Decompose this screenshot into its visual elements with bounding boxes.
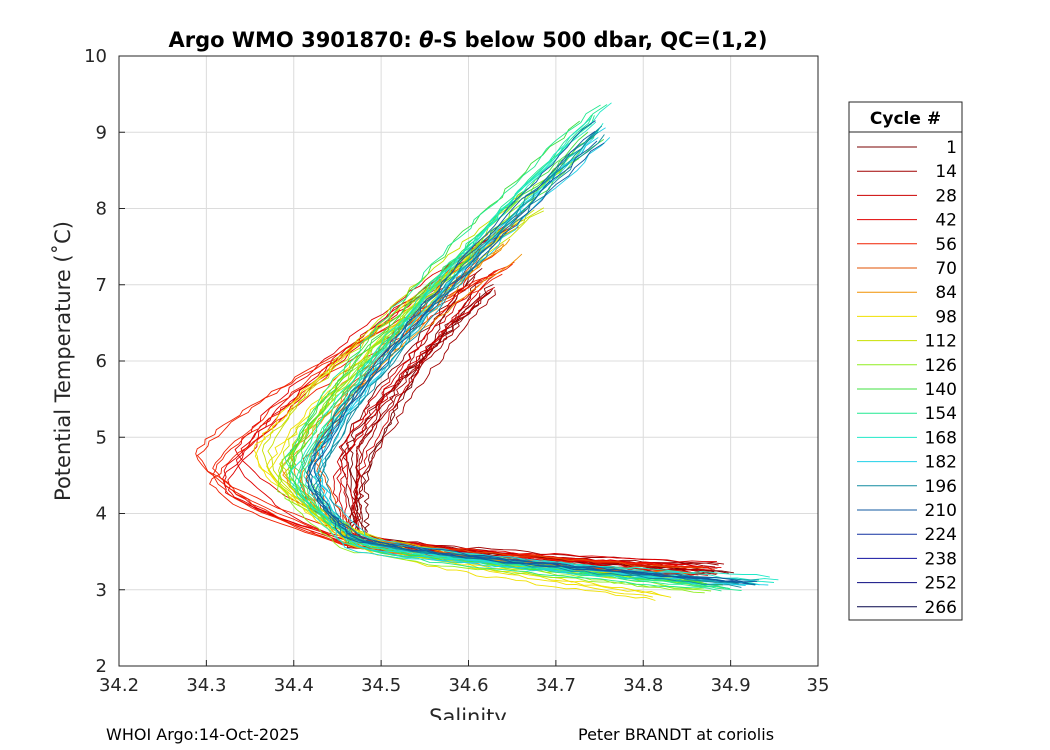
legend-label-140: 140 bbox=[925, 380, 957, 400]
legend-label-98: 98 bbox=[935, 307, 957, 327]
x-tick-label: 34.3 bbox=[186, 675, 226, 696]
y-tick-label: 6 bbox=[96, 351, 107, 372]
x-tick-label: 35 bbox=[807, 675, 830, 696]
y-tick-label: 3 bbox=[96, 580, 107, 601]
legend-label-252: 252 bbox=[925, 574, 957, 594]
footer-credit: Peter BRANDT at coriolis bbox=[578, 725, 775, 744]
legend-label-70: 70 bbox=[935, 259, 957, 279]
legend-label-266: 266 bbox=[925, 598, 957, 618]
y-tick-label: 5 bbox=[96, 427, 107, 448]
legend-label-238: 238 bbox=[925, 549, 957, 569]
profile-line-cycle-154 bbox=[297, 104, 722, 592]
legend-label-126: 126 bbox=[925, 356, 957, 376]
legend-label-210: 210 bbox=[925, 501, 957, 521]
profile-line-cycle-98 bbox=[266, 218, 672, 598]
y-tick-label: 9 bbox=[96, 122, 107, 143]
chart-title-suffix: -S below 500 dbar, QC=(1,2) bbox=[434, 28, 768, 52]
legend-label-196: 196 bbox=[925, 477, 957, 497]
y-tick-label: 2 bbox=[96, 656, 107, 677]
profile-line-cycle-210 bbox=[306, 142, 758, 583]
profile-line-cycle-42 bbox=[227, 219, 717, 563]
profile-line-cycle-14 bbox=[348, 292, 701, 569]
profile-line-cycle-168 bbox=[297, 117, 770, 578]
x-tick-label: 34.8 bbox=[623, 675, 663, 696]
legend-label-14: 14 bbox=[935, 162, 957, 182]
y-tick-label: 8 bbox=[96, 199, 107, 220]
x-tick-labels: 34.2 34.3 34.4 34.5 34.6 34.7 34.8 34.9 35 bbox=[99, 675, 829, 696]
footer-source: WHOI Argo:14-Oct-2025 bbox=[106, 725, 300, 744]
profile-line-cycle-196 bbox=[312, 134, 759, 581]
y-tick-label: 7 bbox=[96, 275, 107, 296]
profile-line-cycle-84 bbox=[280, 253, 704, 581]
x-tick-label: 34.9 bbox=[711, 675, 751, 696]
legend-box bbox=[848, 101, 963, 621]
chart-title-prefix: Argo WMO 3901870: bbox=[168, 28, 419, 52]
theta-s-chart: Argo WMO 3901870: θ-S below 500 dbar, QC… bbox=[51, 28, 963, 720]
legend-label-42: 42 bbox=[935, 211, 957, 231]
legend-label-182: 182 bbox=[925, 453, 957, 473]
legend: Cycle # 1 14 28 42 56 70 84 98 112 126 140 154 168 18… bbox=[848, 101, 963, 621]
y-tick-labels: 2 3 4 5 6 7 8 9 10 bbox=[84, 46, 107, 677]
y-tick-label: 4 bbox=[96, 504, 107, 525]
x-tick-label: 34.2 bbox=[99, 675, 139, 696]
legend-label-112: 112 bbox=[925, 332, 957, 352]
legend-label-28: 28 bbox=[935, 186, 957, 206]
profile-line-cycle-168 bbox=[303, 122, 760, 586]
profile-lines bbox=[195, 102, 779, 601]
profile-line-cycle-182 bbox=[312, 127, 746, 587]
legend-label-224: 224 bbox=[925, 525, 957, 545]
profile-line-cycle-196 bbox=[322, 131, 742, 588]
y-tick-label: 10 bbox=[84, 46, 107, 67]
legend-label-1: 1 bbox=[946, 138, 957, 158]
x-tick-label: 34.6 bbox=[448, 675, 488, 696]
legend-label-154: 154 bbox=[925, 404, 957, 424]
x-tick-label: 34.5 bbox=[361, 675, 401, 696]
legend-label-56: 56 bbox=[935, 235, 957, 255]
profile-line-cycle-210 bbox=[307, 131, 749, 584]
y-axis-label: Potential Temperature (˚C) bbox=[51, 221, 75, 501]
plot-frame bbox=[118, 55, 819, 667]
profile-line-cycle-56 bbox=[209, 273, 709, 568]
x-tick-label: 34.7 bbox=[536, 675, 576, 696]
chart-title: Argo WMO 3901870: θ-S below 500 dbar, QC… bbox=[168, 28, 767, 52]
legend-title: Cycle # bbox=[870, 109, 941, 129]
x-tick-label: 34.4 bbox=[274, 675, 314, 696]
chart-title-theta: θ bbox=[419, 28, 433, 52]
x-axis-label: Salinity bbox=[429, 705, 507, 720]
legend-label-168: 168 bbox=[925, 428, 957, 448]
legend-label-84: 84 bbox=[935, 283, 957, 303]
